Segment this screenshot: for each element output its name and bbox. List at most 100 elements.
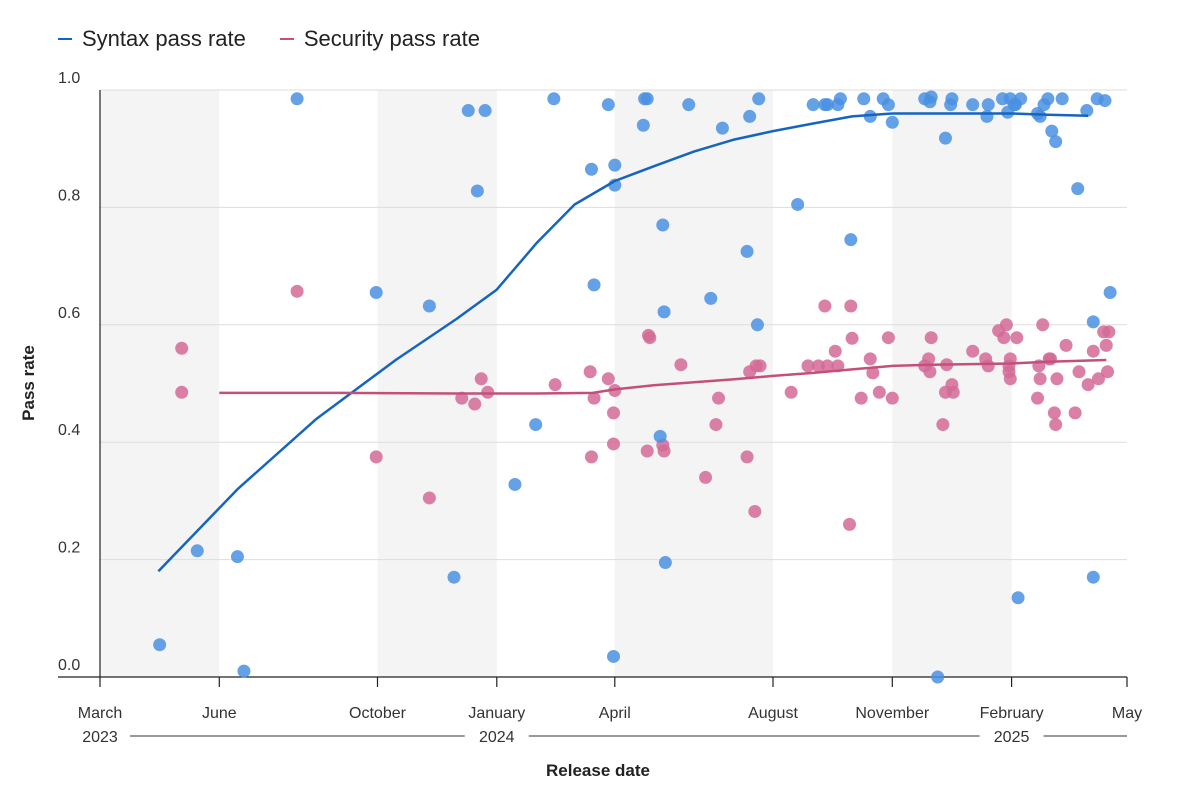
- syntax-point: [640, 92, 654, 106]
- security-point: [923, 365, 937, 379]
- security-point: [1031, 391, 1045, 405]
- syntax-point: [369, 286, 383, 300]
- y-tick-label: 0.4: [58, 422, 80, 439]
- syntax-point: [422, 299, 436, 313]
- security-point: [422, 491, 436, 505]
- security-point: [468, 397, 482, 411]
- y-tick-label: 0.6: [58, 305, 80, 322]
- syntax-point: [743, 109, 757, 123]
- security-point: [1081, 378, 1095, 392]
- syntax-point: [584, 162, 598, 176]
- security-point: [1036, 318, 1050, 332]
- security-point: [587, 391, 601, 405]
- x-tick-label: February: [980, 705, 1044, 722]
- security-point: [922, 352, 936, 366]
- syntax-point: [1080, 104, 1094, 118]
- syntax-point: [820, 98, 834, 112]
- security-point: [997, 331, 1011, 345]
- syntax-point: [704, 291, 718, 305]
- security-point: [607, 406, 620, 420]
- syntax-point: [715, 121, 729, 135]
- chart-legend: Syntax pass rate Security pass rate: [58, 26, 480, 52]
- syntax-point: [885, 115, 899, 129]
- security-point: [740, 450, 754, 464]
- syntax-point: [658, 556, 672, 570]
- syntax-point: [752, 92, 766, 106]
- syntax-point: [230, 550, 244, 564]
- syntax-point: [863, 109, 877, 123]
- security-point: [936, 418, 950, 432]
- syntax-point: [1071, 182, 1085, 196]
- security-point: [584, 450, 598, 464]
- syntax-point: [844, 233, 858, 247]
- syntax-point: [1014, 92, 1028, 106]
- security-point: [1003, 352, 1017, 366]
- security-point: [946, 385, 960, 399]
- syntax-point: [750, 318, 764, 332]
- legend-item-syntax: Syntax pass rate: [58, 26, 246, 52]
- syntax-point: [1011, 591, 1025, 605]
- legend-swatch-syntax: [58, 38, 72, 40]
- syntax-point: [881, 98, 895, 112]
- syntax-point: [547, 92, 561, 106]
- syntax-point: [1103, 286, 1117, 300]
- year-label: 2024: [479, 729, 515, 746]
- syntax-point: [237, 664, 251, 678]
- security-point: [369, 450, 383, 464]
- syntax-point: [636, 118, 650, 132]
- security-point: [828, 344, 842, 358]
- security-point: [1059, 338, 1073, 352]
- security-point: [1043, 352, 1057, 366]
- legend-label-syntax: Syntax pass rate: [82, 26, 246, 51]
- syntax-point: [833, 92, 847, 106]
- syntax-point: [290, 92, 304, 106]
- security-point: [1047, 406, 1061, 420]
- security-point: [966, 344, 980, 358]
- security-point: [1102, 325, 1116, 339]
- shaded-bands: [100, 90, 1012, 677]
- syntax-point: [657, 305, 671, 319]
- security-point: [290, 284, 304, 298]
- security-point: [999, 318, 1013, 332]
- syntax-point: [857, 92, 871, 106]
- syntax-points: [153, 90, 1117, 684]
- syntax-point: [1055, 92, 1069, 106]
- security-point: [1033, 372, 1047, 386]
- security-point: [699, 470, 713, 484]
- syntax-point: [461, 104, 475, 118]
- security-point: [753, 359, 767, 373]
- syntax-point: [587, 278, 601, 292]
- syntax-point: [945, 92, 959, 106]
- syntax-point: [1033, 109, 1047, 123]
- syntax-point: [601, 98, 615, 112]
- syntax-point: [607, 649, 620, 663]
- y-tick-label: 1.0: [58, 70, 80, 87]
- y-tick-label: 0.2: [58, 540, 80, 557]
- legend-item-security: Security pass rate: [279, 26, 480, 52]
- syntax-point: [1049, 135, 1063, 149]
- security-point: [844, 299, 858, 313]
- legend-label-security: Security pass rate: [303, 26, 480, 51]
- security-point: [981, 359, 995, 373]
- security-point: [657, 444, 671, 458]
- syntax-point: [806, 98, 820, 112]
- security-point: [474, 372, 488, 386]
- security-point: [845, 331, 859, 345]
- security-point: [583, 365, 597, 379]
- syntax-point: [653, 429, 667, 443]
- security-point: [607, 437, 620, 451]
- security-point: [674, 358, 688, 372]
- security-point: [801, 359, 815, 373]
- syntax-point: [1045, 124, 1059, 138]
- y-axis-label: Pass rate: [19, 345, 38, 421]
- syntax-point: [980, 109, 994, 123]
- security-point: [640, 444, 654, 458]
- security-point: [548, 378, 562, 392]
- security-point: [924, 331, 938, 345]
- security-point: [1050, 372, 1064, 386]
- security-point: [175, 341, 189, 355]
- security-point: [712, 391, 726, 405]
- syntax-point: [190, 544, 204, 558]
- trend-lines: [157, 112, 1107, 573]
- syntax-point: [447, 570, 461, 584]
